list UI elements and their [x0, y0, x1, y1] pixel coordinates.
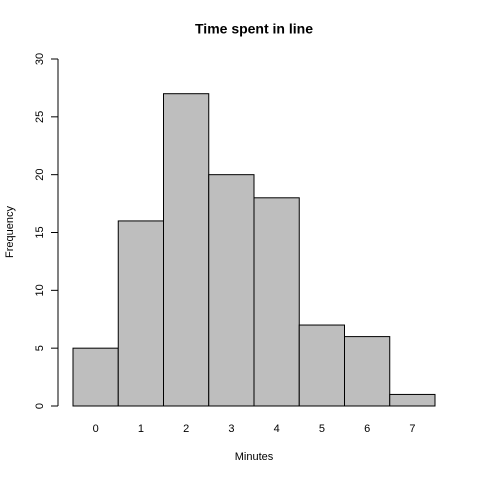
x-tick-label: 5 [319, 423, 325, 435]
chart-title: Time spent in line [195, 21, 313, 37]
bar [298, 324, 345, 407]
bar [117, 220, 164, 407]
y-tick-label: 15 [34, 226, 46, 238]
bar [253, 197, 300, 407]
bar [163, 93, 210, 407]
x-tick-label: 1 [138, 423, 144, 435]
y-tick-label: 20 [34, 169, 46, 181]
y-tick-label: 10 [34, 284, 46, 296]
bar [72, 347, 119, 407]
y-tick-label: 0 [34, 403, 46, 409]
bar [389, 393, 436, 407]
x-tick-label: 6 [364, 423, 370, 435]
x-axis-label: Minutes [235, 451, 274, 463]
y-axis-label: Frequency [4, 206, 16, 258]
y-tick-label: 25 [34, 111, 46, 123]
x-tick-label: 3 [228, 423, 234, 435]
bar [344, 336, 391, 407]
y-tick-label: 30 [34, 53, 46, 65]
x-tick-label: 0 [93, 423, 99, 435]
x-tick-label: 4 [274, 423, 280, 435]
bar [208, 174, 255, 407]
y-tick-label: 5 [34, 345, 46, 351]
x-tick-label: 2 [183, 423, 189, 435]
x-tick-label: 7 [409, 423, 415, 435]
